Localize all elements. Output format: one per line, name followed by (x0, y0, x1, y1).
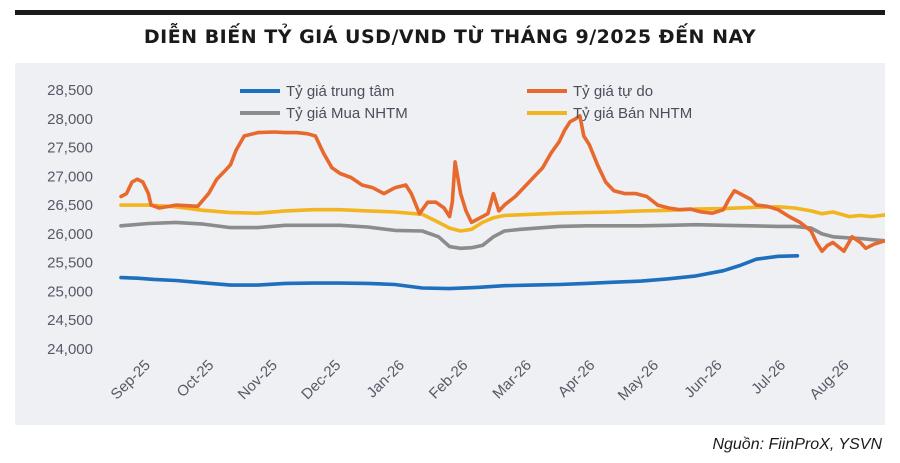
y-tick-label: 25,000 (47, 283, 93, 300)
top-rule (15, 10, 885, 15)
y-tick-label: 28,500 (47, 82, 93, 99)
series-line-3 (119, 220, 885, 251)
legend-label: Tỷ giá Bán NHTM (573, 105, 692, 122)
chart-title: DIỄN BIẾN TỶ GIÁ USD/VND TỪ THÁNG 9/2025… (143, 26, 757, 48)
x-tick-label: Mar-26 (489, 357, 535, 403)
y-tick-label: 27,000 (47, 168, 93, 185)
line-chart: 24,000 24,500 25,000 25,500 26,000 26,500 27,0… (47, 82, 885, 404)
series-line-1 (119, 254, 800, 291)
chart-panel: 24,000 24,500 25,000 25,500 26,000 26,500 27,0… (15, 63, 885, 425)
legend-label: Tỷ giá trung tâm (286, 83, 394, 100)
x-tick-label: Dec-25 (298, 357, 344, 403)
x-tick-label: Sep-25 (108, 357, 154, 403)
legend-label: Tỷ giá tự do (573, 83, 653, 100)
y-tick-label: 27,500 (47, 140, 93, 157)
x-tick-label: May-26 (615, 357, 662, 404)
y-tick-label: 26,500 (47, 197, 93, 214)
y-tick-label: 24,500 (47, 312, 93, 329)
y-tick-label: 24,000 (47, 341, 93, 358)
y-tick-label: 28,000 (47, 111, 93, 128)
legend-label: Tỷ giá Mua NHTM (286, 105, 408, 122)
x-tick-label: Oct-25 (174, 357, 218, 401)
source-note: Nguồn: FiinProX, YSVN (712, 436, 882, 453)
x-tick-label: Aug-26 (806, 357, 852, 403)
series-line-2 (119, 114, 885, 253)
y-tick-label: 26,000 (47, 226, 93, 243)
x-tick-label: Nov-25 (235, 357, 281, 403)
x-tick-label: Jun-26 (681, 357, 725, 401)
x-tick-label: Apr-26 (555, 357, 599, 401)
x-tick-label: Feb-26 (426, 357, 472, 403)
y-tick-label: 25,500 (47, 255, 93, 272)
x-tick-label: Jul-26 (748, 357, 789, 398)
series-line-4 (119, 203, 885, 233)
x-tick-label: Jan-26 (363, 357, 407, 401)
